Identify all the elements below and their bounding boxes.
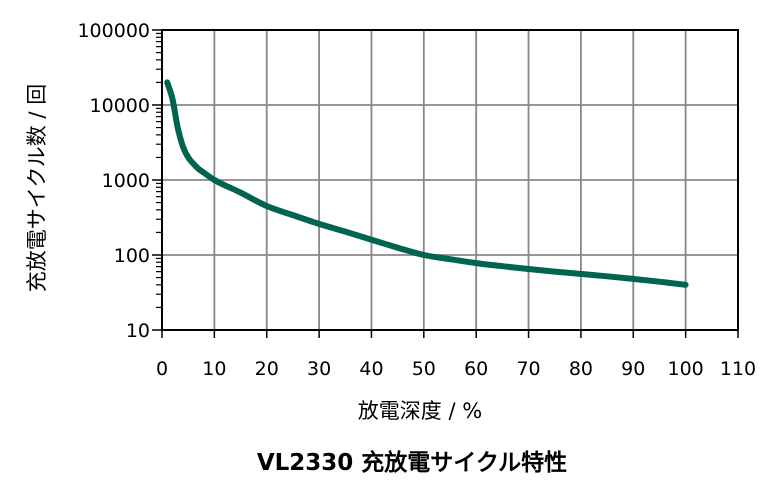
- x-tick-label: 0: [156, 358, 168, 380]
- tick-labels: 0 10 20 30 40 50 60 70 80 90 100 110 10 100 1000 10000 1…: [77, 20, 756, 380]
- x-tick-label: 30: [307, 358, 331, 380]
- x-tick-label: 110: [720, 358, 756, 380]
- y-tick-label: 100000: [77, 20, 150, 42]
- x-tick-label: 50: [412, 358, 436, 380]
- y-tick-label: 100: [114, 245, 150, 267]
- x-tick-label: 10: [202, 358, 226, 380]
- x-tick-label: 70: [516, 358, 540, 380]
- y-tick-label: 1000: [102, 170, 150, 192]
- y-tick-label: 10: [126, 320, 150, 342]
- y-tick-label: 10000: [90, 95, 150, 117]
- x-tick-label: 40: [359, 358, 383, 380]
- x-tick-label: 80: [569, 358, 593, 380]
- x-tick-label: 100: [668, 358, 704, 380]
- x-tick-label: 90: [621, 358, 645, 380]
- y-axis-title: 充放電サイクル数 / 回: [25, 84, 49, 292]
- chart-title: VL2330 充放電サイクル特性: [257, 449, 567, 476]
- series-line: [164, 79, 689, 288]
- series-layer: [164, 79, 689, 288]
- x-tick-label: 20: [255, 358, 279, 380]
- grid: [162, 30, 738, 330]
- x-axis-title: 放電深度 / %: [358, 399, 482, 423]
- x-tick-label: 60: [464, 358, 488, 380]
